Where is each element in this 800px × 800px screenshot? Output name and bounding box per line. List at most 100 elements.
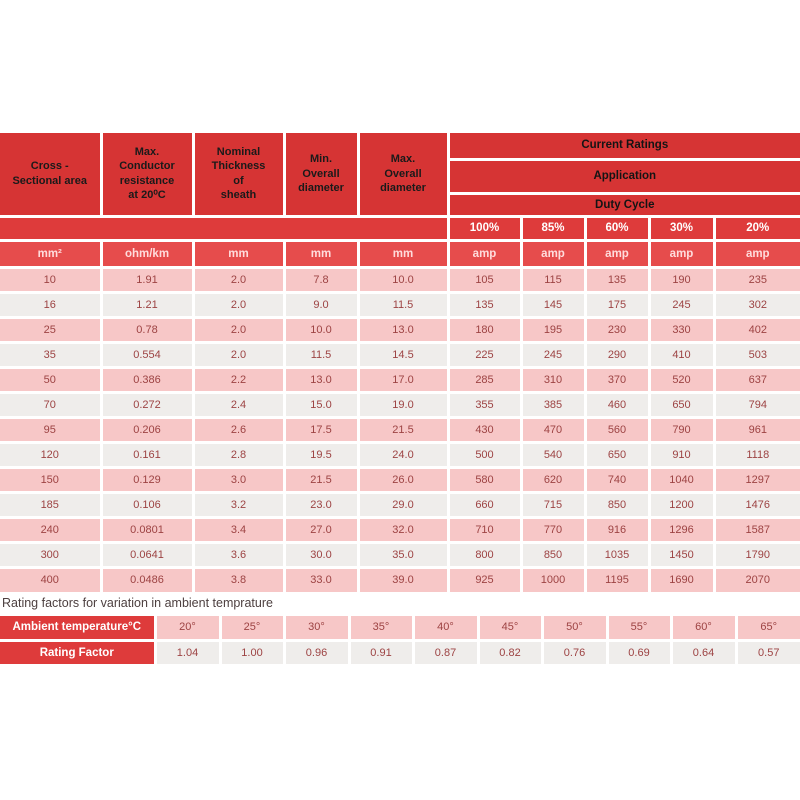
data-cell: 925 bbox=[446, 565, 523, 592]
data-row: 240 0.0801 3.4 27.0 32.0 710 770 916 1296 1587 bbox=[0, 515, 800, 544]
temperature-cell: 45° bbox=[476, 616, 544, 642]
unit-cell: ohm/km bbox=[99, 238, 195, 269]
data-cell: 120 bbox=[0, 440, 103, 469]
data-cell: 1450 bbox=[647, 540, 716, 569]
data-cell: 1.21 bbox=[99, 290, 195, 319]
data-cell: 175 bbox=[583, 290, 651, 319]
temperature-cell: 25° bbox=[218, 616, 286, 642]
data-row: 16 1.21 2.0 9.0 11.5 135 145 175 245 302 bbox=[0, 290, 800, 319]
data-cell: 800 bbox=[446, 540, 523, 569]
data-row: 95 0.206 2.6 17.5 21.5 430 470 560 790 961 bbox=[0, 415, 800, 444]
data-cell: 3.6 bbox=[191, 540, 286, 569]
data-cell: 2.8 bbox=[191, 440, 286, 469]
data-cell: 500 bbox=[446, 440, 523, 469]
data-cell: 1790 bbox=[712, 540, 800, 569]
data-cell: 916 bbox=[583, 515, 651, 544]
data-cell: 1690 bbox=[647, 565, 716, 592]
factor-cell: 0.76 bbox=[540, 638, 609, 664]
data-cell: 180 bbox=[446, 315, 523, 344]
temperature-cell: 40° bbox=[411, 616, 480, 642]
ambient-temperature-label: Ambient temperature°C bbox=[0, 616, 157, 642]
data-cell: 503 bbox=[712, 340, 800, 369]
data-cell: 470 bbox=[519, 415, 587, 444]
factor-cell: 0.57 bbox=[734, 638, 800, 664]
data-cell: 135 bbox=[446, 290, 523, 319]
data-cell: 302 bbox=[712, 290, 800, 319]
data-cell: 0.206 bbox=[99, 415, 195, 444]
data-cell: 15.0 bbox=[282, 390, 360, 419]
data-row: 35 0.554 2.0 11.5 14.5 225 245 290 410 503 bbox=[0, 340, 800, 369]
data-cell: 235 bbox=[712, 265, 800, 294]
data-cell: 11.5 bbox=[282, 340, 360, 369]
data-cell: 50 bbox=[0, 365, 103, 394]
data-cell: 1587 bbox=[712, 515, 800, 544]
temperature-cell: 35° bbox=[347, 616, 415, 642]
unit-cell: amp bbox=[647, 238, 716, 269]
data-cell: 3.2 bbox=[191, 490, 286, 519]
unit-cell: mm bbox=[282, 238, 360, 269]
data-cell: 460 bbox=[583, 390, 651, 419]
data-cell: 145 bbox=[519, 290, 587, 319]
data-cell: 850 bbox=[519, 540, 587, 569]
data-cell: 2.4 bbox=[191, 390, 286, 419]
data-cell: 0.0641 bbox=[99, 540, 195, 569]
unit-cell: mm bbox=[356, 238, 450, 269]
data-cell: 0.554 bbox=[99, 340, 195, 369]
data-cell: 1296 bbox=[647, 515, 716, 544]
duty-percent-cell: 100% bbox=[446, 214, 523, 242]
unit-cell: amp bbox=[712, 238, 800, 269]
data-cell: 0.129 bbox=[99, 465, 195, 494]
data-cell: 355 bbox=[446, 390, 523, 419]
data-cell: 33.0 bbox=[282, 565, 360, 592]
data-cell: 27.0 bbox=[282, 515, 360, 544]
data-cell: 150 bbox=[0, 465, 103, 494]
unit-cell: mm² bbox=[0, 238, 103, 269]
temperature-cell: 55° bbox=[605, 616, 673, 642]
data-cell: 710 bbox=[446, 515, 523, 544]
data-cell: 0.161 bbox=[99, 440, 195, 469]
temperature-cell: 60° bbox=[669, 616, 738, 642]
col-header-max-conductor-resistance: Max. Conductor resistance at 20⁰C bbox=[99, 133, 195, 218]
unit-cell: mm bbox=[191, 238, 286, 269]
duty-percent-cell: 20% bbox=[712, 214, 800, 242]
data-cell: 230 bbox=[583, 315, 651, 344]
data-row: 70 0.272 2.4 15.0 19.0 355 385 460 650 794 bbox=[0, 390, 800, 419]
col-header-min-overall-diameter: Min. Overall diameter bbox=[282, 133, 360, 218]
data-cell: 21.5 bbox=[356, 415, 450, 444]
data-cell: 2.0 bbox=[191, 290, 286, 319]
data-cell: 1040 bbox=[647, 465, 716, 494]
factor-cell: 1.04 bbox=[153, 638, 222, 664]
rating-factors-table: Ambient temperature°C 20° 25° 30° 35° 40° 45°… bbox=[0, 616, 800, 664]
data-cell: 620 bbox=[519, 465, 587, 494]
data-cell: 16 bbox=[0, 290, 103, 319]
duty-cycle-header: Duty Cycle bbox=[448, 191, 800, 218]
data-row: 185 0.106 3.2 23.0 29.0 660 715 850 1200 1476 bbox=[0, 490, 800, 519]
data-cell: 385 bbox=[519, 390, 587, 419]
data-cell: 17.5 bbox=[282, 415, 360, 444]
data-cell: 910 bbox=[647, 440, 716, 469]
data-row: 10 1.91 2.0 7.8 10.0 105 115 135 190 235 bbox=[0, 265, 800, 294]
data-cell: 0.386 bbox=[99, 365, 195, 394]
data-cell: 1035 bbox=[583, 540, 651, 569]
data-cell: 400 bbox=[0, 565, 103, 592]
data-cell: 35 bbox=[0, 340, 103, 369]
data-cell: 520 bbox=[647, 365, 716, 394]
data-cell: 300 bbox=[0, 540, 103, 569]
data-cell: 19.5 bbox=[282, 440, 360, 469]
data-cell: 285 bbox=[446, 365, 523, 394]
data-cell: 3.8 bbox=[191, 565, 286, 592]
data-cell: 660 bbox=[446, 490, 523, 519]
data-cell: 105 bbox=[446, 265, 523, 294]
data-row: 150 0.129 3.0 21.5 26.0 580 620 740 1040 1297 bbox=[0, 465, 800, 494]
data-cell: 2.0 bbox=[191, 265, 286, 294]
data-cell: 850 bbox=[583, 490, 651, 519]
data-cell: 1297 bbox=[712, 465, 800, 494]
data-cell: 13.0 bbox=[282, 365, 360, 394]
data-cell: 2.6 bbox=[191, 415, 286, 444]
data-cell: 0.0486 bbox=[99, 565, 195, 592]
data-cell: 637 bbox=[712, 365, 800, 394]
data-cell: 961 bbox=[712, 415, 800, 444]
data-cell: 39.0 bbox=[356, 565, 450, 592]
data-row: 120 0.161 2.8 19.5 24.0 500 540 650 910 1118 bbox=[0, 440, 800, 469]
data-cell: 790 bbox=[647, 415, 716, 444]
